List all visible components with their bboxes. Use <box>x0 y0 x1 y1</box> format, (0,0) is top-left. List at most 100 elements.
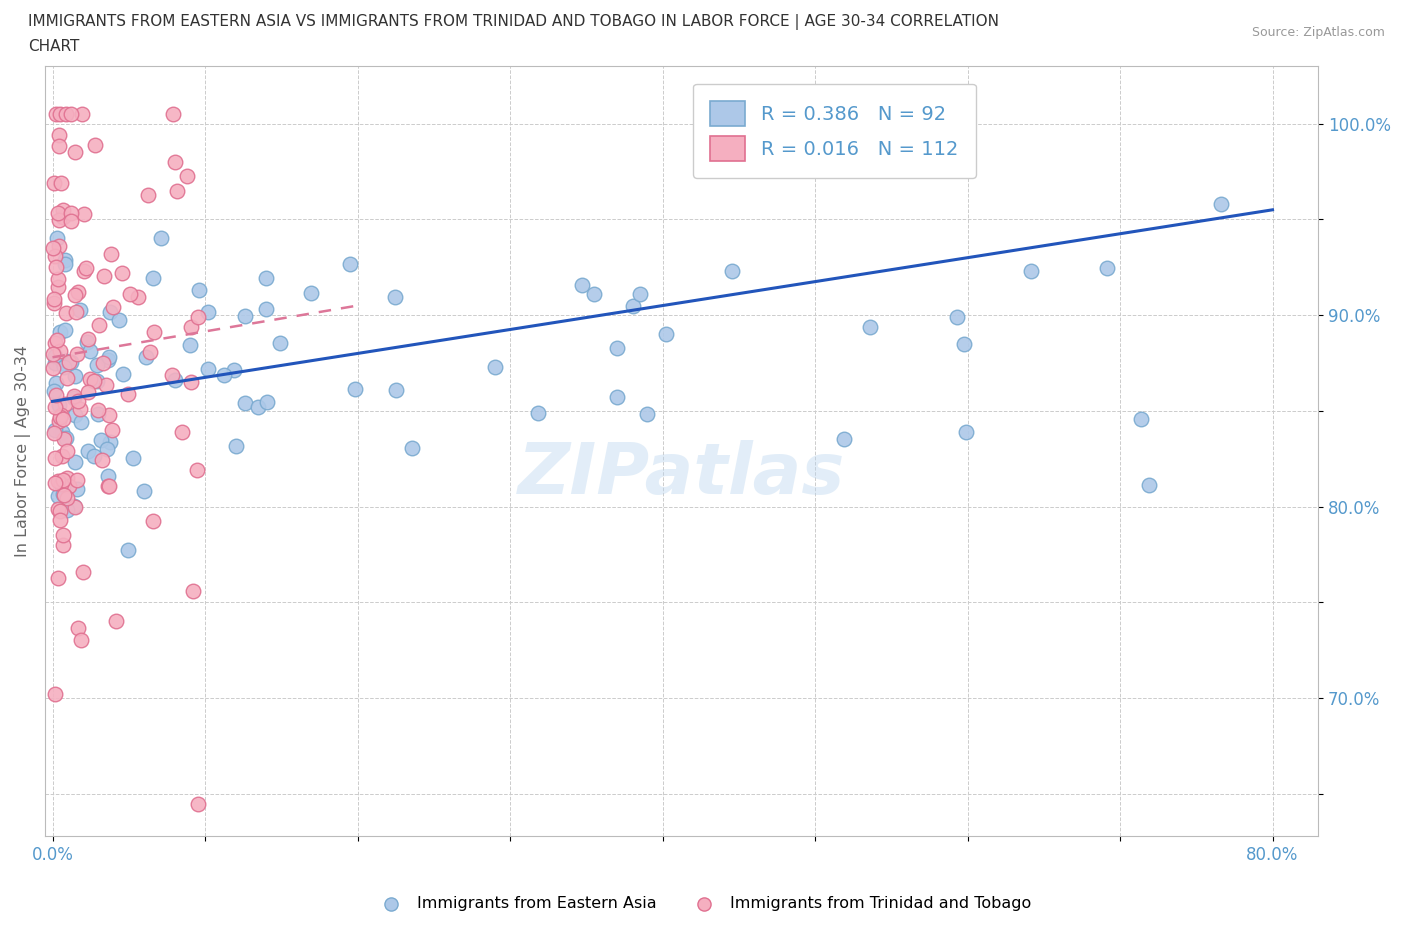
Point <box>179 337 201 352</box>
Point <box>127 289 149 304</box>
Point <box>87 407 110 422</box>
Point <box>49 409 72 424</box>
Point <box>98 304 121 319</box>
Point <box>49 176 72 191</box>
Point <box>42 384 65 399</box>
Point <box>180 375 202 390</box>
Text: ZIPatlas: ZIPatlas <box>517 440 845 509</box>
Point <box>197 362 219 377</box>
Point <box>254 271 277 286</box>
Point <box>172 424 194 439</box>
Point <box>44 423 66 438</box>
Point <box>42 361 65 376</box>
Point <box>83 374 105 389</box>
Point <box>90 432 112 447</box>
Point <box>720 263 742 278</box>
Text: CHART: CHART <box>28 39 80 54</box>
Point <box>53 323 76 338</box>
Point <box>63 455 86 470</box>
Point <box>110 266 132 281</box>
Point <box>48 127 70 142</box>
Point <box>187 310 209 325</box>
Point <box>46 206 69 220</box>
Point <box>52 432 75 447</box>
Point <box>48 398 70 413</box>
Point <box>44 355 66 370</box>
Point <box>63 499 86 514</box>
Point <box>77 331 100 346</box>
Point <box>60 107 83 122</box>
Point <box>636 406 658 421</box>
Point <box>138 344 160 359</box>
Point <box>166 183 188 198</box>
Point <box>77 444 100 458</box>
Point <box>55 431 77 445</box>
Point <box>48 414 70 429</box>
Point <box>65 288 87 303</box>
Point <box>343 381 366 396</box>
Point <box>60 214 83 229</box>
Point <box>606 390 628 405</box>
Point <box>526 405 548 420</box>
Point <box>72 264 94 279</box>
Point <box>44 249 66 264</box>
Point <box>52 486 75 501</box>
Point <box>150 231 173 246</box>
Text: Source: ZipAtlas.com: Source: ZipAtlas.com <box>1251 26 1385 39</box>
Y-axis label: In Labor Force | Age 30-34: In Labor Force | Age 30-34 <box>15 345 31 557</box>
Point <box>628 286 651 301</box>
Point <box>1130 412 1153 427</box>
Point <box>233 309 256 324</box>
Point <box>72 107 94 122</box>
Point <box>48 213 70 228</box>
Point <box>76 335 98 350</box>
Point <box>53 257 76 272</box>
Point <box>70 632 93 647</box>
Point <box>46 473 69 488</box>
Point <box>66 393 89 408</box>
Point <box>42 346 65 361</box>
Point <box>77 384 100 399</box>
Point <box>65 407 87 422</box>
Point <box>384 290 406 305</box>
Point <box>87 317 110 332</box>
Point <box>65 305 87 320</box>
Point <box>117 386 139 401</box>
Point <box>51 209 73 224</box>
Point <box>132 484 155 498</box>
Point <box>832 432 855 446</box>
Point <box>45 388 67 403</box>
Point <box>70 415 93 430</box>
Point <box>45 230 67 245</box>
Point <box>42 295 65 310</box>
Point <box>606 340 628 355</box>
Point <box>62 389 84 404</box>
Point <box>96 442 118 457</box>
Point <box>42 292 65 307</box>
Point <box>654 327 676 342</box>
Point <box>51 424 73 439</box>
Point <box>55 491 77 506</box>
Point <box>69 302 91 317</box>
Point <box>97 352 120 367</box>
Point <box>97 350 120 365</box>
Point <box>1137 478 1160 493</box>
Point <box>66 473 89 488</box>
Point <box>73 207 96 222</box>
Point <box>96 378 118 392</box>
Point <box>165 154 187 169</box>
Point <box>121 450 143 465</box>
Point <box>197 305 219 320</box>
Point <box>101 423 124 438</box>
Point <box>49 407 72 422</box>
Point <box>79 343 101 358</box>
Point <box>60 206 83 220</box>
Point <box>111 367 134 382</box>
Point <box>51 477 73 492</box>
Point <box>91 356 114 371</box>
Point <box>97 478 120 493</box>
Point <box>44 107 66 122</box>
Point <box>117 542 139 557</box>
Point <box>52 472 75 487</box>
Point <box>46 280 69 295</box>
